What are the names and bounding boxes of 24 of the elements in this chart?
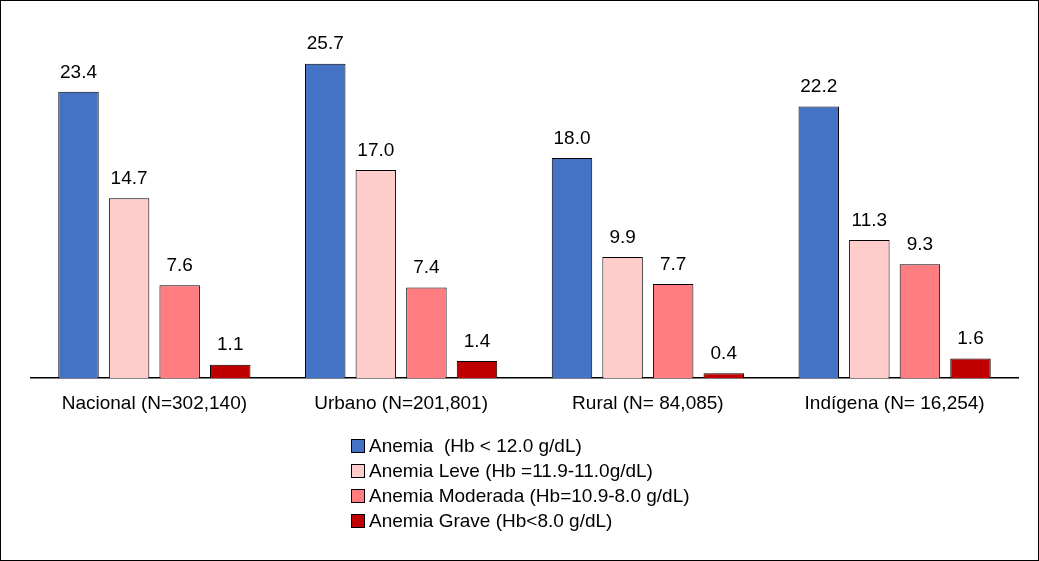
x-tick-label: Nacional (N=302,140) [61, 391, 248, 413]
x-tick-label: Urbano (N=201,801) [314, 391, 488, 413]
data-label: 1.6 [957, 327, 984, 349]
data-label: 11.3 [851, 208, 888, 230]
data-label: 1.4 [463, 329, 491, 351]
data-label: 9.9 [609, 225, 636, 247]
legend-label: Anemia (Hb < 12.0 g/dL) [369, 434, 582, 458]
data-label: 18.0 [553, 126, 591, 148]
legend-label: Anemia Moderada (Hb=10.9-8.0 g/dL) [369, 484, 690, 508]
data-label: 14.7 [110, 167, 148, 189]
data-label: 23.4 [60, 60, 98, 82]
data-label: 7.4 [413, 256, 441, 278]
data-label: 7.6 [166, 253, 193, 275]
legend-label: Anemia Grave (Hb<8.0 g/dL) [369, 509, 613, 533]
data-label: 9.3 [906, 233, 934, 255]
data-label: 7.7 [659, 252, 687, 274]
data-label: 22.2 [800, 75, 838, 97]
x-tick-label: Rural (N= 84,085) [572, 391, 724, 413]
data-label: 25.7 [306, 32, 344, 54]
data-label: 1.1 [217, 333, 244, 355]
x-tick-label: Indígena (N= 16,254) [804, 391, 985, 413]
legend-label: Anemia Leve (Hb =11.9-11.0g/dL) [369, 459, 653, 483]
data-label: 17.0 [357, 138, 395, 160]
data-label: 0.4 [710, 342, 738, 364]
